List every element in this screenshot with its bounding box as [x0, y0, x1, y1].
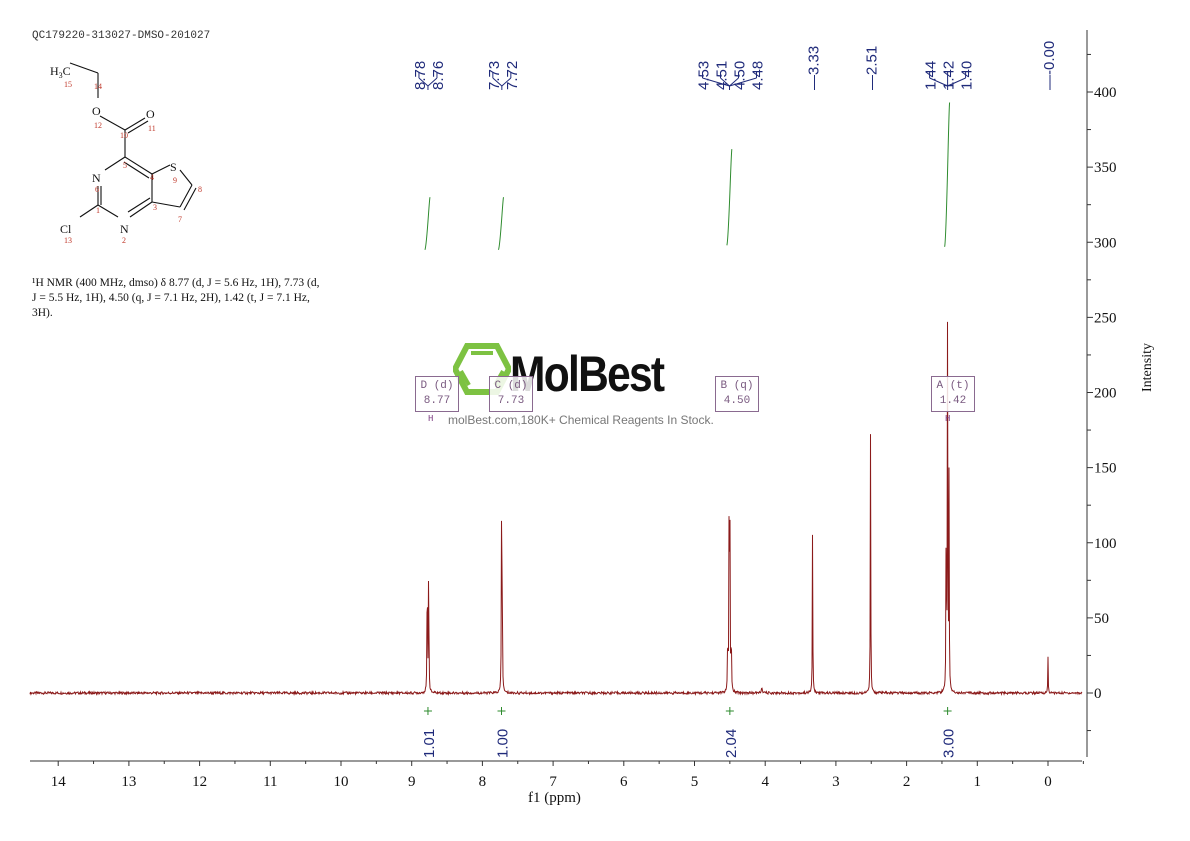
x-tick-label: 11	[263, 774, 277, 790]
svg-text:10: 10	[120, 131, 128, 140]
peak-label: 4.48	[749, 61, 766, 90]
peak-label: 8.76	[430, 61, 447, 90]
y-tick-label: 100	[1094, 536, 1117, 552]
x-tick-label: 14	[51, 774, 67, 790]
y-tick-label: 200	[1094, 386, 1117, 402]
integral-value: 1.00	[494, 729, 511, 758]
multiplet-box-d: D (d) 8.77	[415, 376, 459, 412]
svg-text:8: 8	[198, 185, 202, 194]
x-tick-label: 13	[121, 774, 136, 790]
y-axis-label: Intensity	[1140, 343, 1155, 392]
multiplet-box-b: B (q) 4.50	[715, 376, 759, 412]
x-tick-label: 5	[691, 774, 699, 790]
multiplet-box-a: A (t) 1.42	[931, 376, 975, 412]
y-tick-label: 400	[1094, 85, 1117, 101]
peak-label: 4.50	[731, 61, 748, 90]
y-tick-label: 150	[1094, 461, 1117, 477]
peak-label: —2.51	[864, 46, 881, 90]
sample-id: QC179220-313027-DMSO-201027	[32, 30, 211, 42]
svg-text:14: 14	[94, 82, 102, 91]
svg-text:5: 5	[123, 161, 127, 170]
svg-text:6: 6	[95, 185, 99, 194]
x-tick-label: 2	[903, 774, 911, 790]
integral-curve	[944, 102, 951, 247]
svg-text:2: 2	[122, 236, 126, 245]
molbest-logo-text: MolBest	[510, 346, 665, 402]
x-tick-label: 0	[1044, 774, 1052, 790]
peak-label: 1.44	[923, 61, 940, 90]
x-tick-label: 1	[974, 774, 982, 790]
x-tick-label: 7	[549, 774, 557, 790]
svg-text:1: 1	[96, 206, 100, 215]
integral-value: 2.04	[723, 729, 740, 758]
svg-text:7: 7	[178, 215, 182, 224]
multiplet-h-marker: H	[428, 414, 434, 424]
peak-label: 4.53	[695, 61, 712, 90]
peak-label: 1.42	[941, 61, 958, 90]
atom-n6: N	[92, 171, 101, 185]
x-tick-label: 6	[620, 774, 628, 790]
peak-label: 7.72	[504, 61, 521, 90]
svg-text:13: 13	[64, 236, 72, 245]
nmr-description: ¹H NMR (400 MHz, dmso) δ 8.77 (d, J = 5.…	[32, 276, 392, 321]
integral-curve	[498, 197, 504, 250]
x-tick-label: 10	[334, 774, 349, 790]
x-tick-label: 3	[832, 774, 840, 790]
nmr-description-line: J = 5.5 Hz, 1H), 4.50 (q, J = 7.1 Hz, 2H…	[32, 292, 310, 304]
y-tick-label: 300	[1094, 235, 1117, 251]
peak-label: 1.40	[959, 61, 976, 90]
atom-o12: O	[92, 104, 101, 118]
atom-o11: O	[146, 107, 155, 121]
integral-curve	[726, 148, 733, 246]
multiplet-box-c: C (d) 7.73	[489, 376, 533, 412]
peak-label: 8.78	[412, 61, 429, 90]
atom-s9: S	[170, 160, 177, 174]
multiplet-h-marker: H	[945, 414, 951, 424]
svg-text:9: 9	[173, 176, 177, 185]
svg-text:4: 4	[150, 173, 154, 182]
y-tick-label: 50	[1094, 611, 1109, 627]
x-tick-label: 4	[761, 774, 769, 790]
y-tick-label: 0	[1094, 686, 1102, 702]
nmr-description-line: 3H).	[32, 307, 53, 319]
peak-label: 7.73	[486, 61, 503, 90]
x-tick-label: 8	[479, 774, 487, 790]
svg-text:12: 12	[94, 121, 102, 130]
atom-h3c: H3C	[50, 64, 71, 80]
integral-value: 1.01	[421, 729, 438, 758]
peak-label: —-0.00	[1041, 41, 1058, 90]
spectrum-trace	[29, 321, 1083, 697]
watermark-tagline: molBest.com,180K+ Chemical Reagents In S…	[448, 413, 714, 427]
nmr-description-line: ¹H NMR (400 MHz, dmso) δ 8.77 (d, J = 5.…	[32, 277, 320, 289]
integral-value: 3.00	[941, 729, 958, 758]
x-tick-label: 12	[192, 774, 207, 790]
svg-text:3: 3	[153, 203, 157, 212]
x-tick-label: 9	[408, 774, 416, 790]
svg-text:11: 11	[148, 124, 156, 133]
peak-label: —3.33	[806, 46, 823, 90]
peak-label: 4.51	[713, 61, 730, 90]
atom-cl13: Cl	[60, 222, 72, 236]
atom-n2: N	[120, 222, 129, 236]
svg-text:15: 15	[64, 80, 72, 89]
integral-curve	[424, 197, 431, 250]
y-tick-label: 350	[1094, 160, 1117, 176]
y-tick-label: 250	[1094, 310, 1117, 326]
x-axis-label: f1 (ppm)	[528, 790, 581, 806]
